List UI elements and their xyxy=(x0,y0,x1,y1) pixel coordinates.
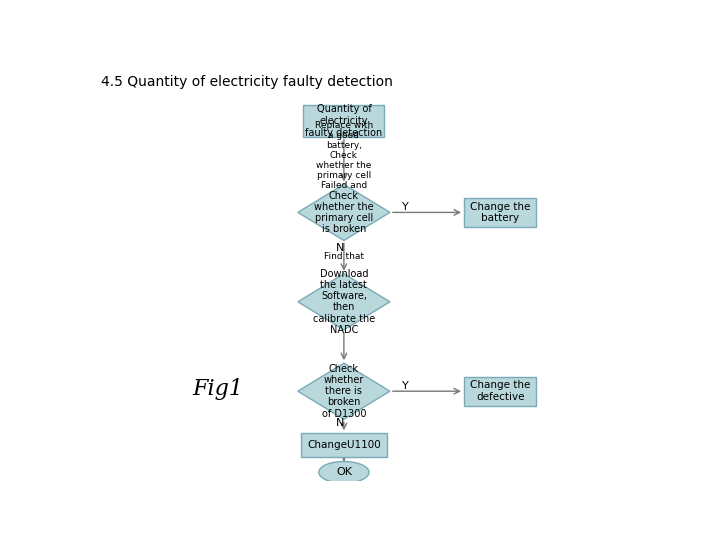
Text: Check
whether
there is
broken
of D1300: Check whether there is broken of D1300 xyxy=(322,364,366,418)
Text: Download
the latest
Software,
then
calibrate the
NADC: Download the latest Software, then calib… xyxy=(312,269,375,335)
Text: Change the
battery: Change the battery xyxy=(470,201,531,223)
Text: Quantity of
electricity
faulty detection: Quantity of electricity faulty detection xyxy=(305,104,382,138)
Text: N: N xyxy=(336,418,344,428)
Text: Y: Y xyxy=(402,202,409,212)
Text: 4.5 Quantity of electricity faulty detection: 4.5 Quantity of electricity faulty detec… xyxy=(101,75,393,89)
Polygon shape xyxy=(298,363,390,419)
Text: Fig1: Fig1 xyxy=(193,378,244,400)
Text: N: N xyxy=(336,243,344,253)
Text: Check
whether the
primary cell
is broken: Check whether the primary cell is broken xyxy=(314,191,374,234)
FancyBboxPatch shape xyxy=(464,198,536,227)
FancyBboxPatch shape xyxy=(303,105,384,137)
FancyBboxPatch shape xyxy=(301,433,387,457)
Polygon shape xyxy=(298,274,390,330)
Text: Replace with
a good
battery,
Check
whether the
primary cell
Failed and: Replace with a good battery, Check wheth… xyxy=(315,121,373,190)
Text: Find that: Find that xyxy=(324,252,364,261)
Text: OK: OK xyxy=(336,467,352,477)
Text: ChangeU1100: ChangeU1100 xyxy=(307,440,381,450)
Ellipse shape xyxy=(319,462,369,483)
Text: Y: Y xyxy=(402,381,409,391)
Text: Change the
defective: Change the defective xyxy=(470,380,531,402)
Polygon shape xyxy=(298,184,390,240)
FancyBboxPatch shape xyxy=(464,377,536,406)
